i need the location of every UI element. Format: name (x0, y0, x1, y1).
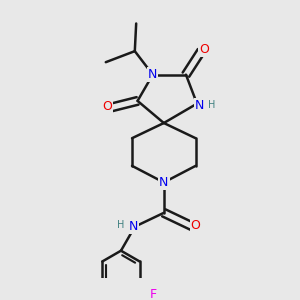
Text: F: F (149, 288, 157, 300)
Text: O: O (199, 43, 209, 56)
Text: H: H (208, 100, 215, 110)
Text: N: N (129, 220, 138, 233)
Text: N: N (159, 176, 169, 189)
Text: H: H (117, 220, 124, 230)
Text: N: N (195, 98, 204, 112)
Text: N: N (148, 68, 158, 81)
Text: O: O (191, 219, 200, 232)
Text: O: O (102, 100, 112, 113)
